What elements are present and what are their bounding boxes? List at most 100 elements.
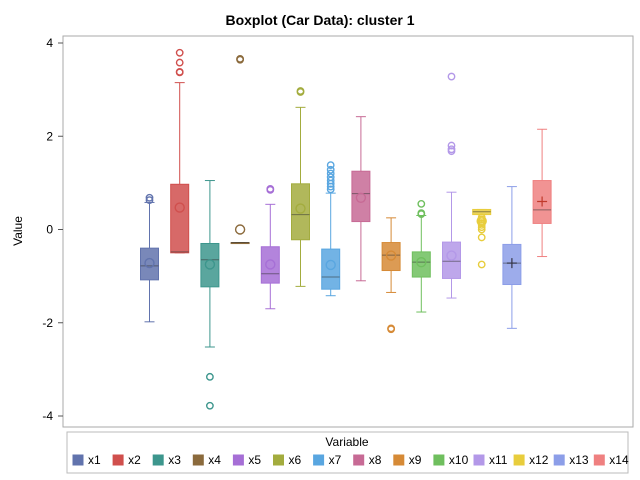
outlier-point (447, 72, 456, 81)
outlier-point (326, 169, 335, 178)
legend-swatch-x5 (232, 454, 244, 466)
legend-swatch-x6 (273, 454, 284, 466)
outlier-point (205, 372, 214, 381)
legend-label-x6: x6 (289, 453, 302, 467)
box-iqr (411, 251, 431, 278)
box-x7 (321, 161, 341, 297)
mean-marker (325, 259, 336, 271)
box-x9 (381, 217, 401, 334)
mean-marker (295, 203, 306, 214)
outlier-point (477, 260, 486, 269)
box-x4 (230, 54, 250, 245)
mean-marker (446, 250, 457, 261)
outlier-point (447, 145, 456, 154)
outlier-point (296, 87, 305, 95)
box-iqr (381, 242, 401, 272)
outlier-point (145, 193, 154, 202)
legend-swatch-x14 (593, 454, 605, 466)
mean-marker (144, 257, 155, 269)
y-tick-label: -4 (42, 409, 53, 423)
box-x10 (411, 199, 431, 313)
mean-marker (174, 202, 185, 213)
legend-label-x11: x11 (489, 453, 508, 467)
legend-swatch-x2 (112, 454, 124, 466)
box-x5 (260, 185, 280, 310)
legend-label-x8: x8 (369, 453, 382, 467)
legend-label-x2: x2 (128, 453, 141, 467)
y-axis: -4 -2 0 2 4 (42, 36, 63, 423)
mean-marker (204, 259, 216, 270)
box-x6 (291, 87, 310, 287)
box-x12 (472, 208, 492, 269)
legend-swatch-x11 (473, 454, 485, 466)
mean-marker (265, 259, 276, 270)
legend-swatch-x8 (353, 454, 365, 466)
legend-swatch-x9 (393, 454, 405, 466)
box-iqr (260, 246, 280, 284)
boxes-group (140, 48, 552, 410)
mean-marker (506, 258, 517, 269)
legend-label-x4: x4 (208, 453, 221, 467)
y-tick-label: 4 (46, 36, 53, 50)
outlier-point (266, 185, 275, 193)
legend-label-x5: x5 (248, 453, 261, 467)
outlier-point (175, 58, 184, 67)
legend-title: Variable (325, 435, 368, 449)
outlier-point (417, 209, 426, 218)
legend: x1 x2 x3 x4 x5 x6 x7 x8 x9 x10 x11 x12 x13 x14 (72, 453, 629, 467)
mean-marker (355, 192, 367, 203)
box-x3 (200, 180, 220, 410)
mean-marker (234, 224, 246, 235)
legend-swatch-x4 (192, 454, 204, 466)
outlier-point (326, 161, 335, 170)
legend-label-x12: x12 (529, 453, 549, 467)
chart-title: Boxplot (Car Data): cluster 1 (225, 12, 414, 28)
box-x14 (532, 128, 552, 258)
outlier-point (326, 165, 335, 174)
box-x13 (502, 186, 522, 329)
legend-label-x7: x7 (329, 453, 342, 467)
box-x8 (351, 116, 371, 282)
outlier-point (175, 68, 184, 76)
mean-marker (416, 256, 427, 268)
outlier-point (145, 196, 154, 205)
legend-swatch-x7 (313, 454, 325, 466)
outlier-point (447, 141, 456, 150)
box-iqr (351, 170, 371, 223)
box-iqr (291, 183, 310, 241)
legend-label-x9: x9 (409, 453, 422, 467)
legend-swatch-x13 (553, 454, 565, 466)
y-axis-label: Value (11, 216, 25, 246)
y-tick-label: -2 (42, 316, 53, 330)
box-iqr (200, 242, 220, 288)
mean-marker (385, 250, 397, 261)
outlier-point (477, 233, 486, 242)
outlier-point (387, 325, 395, 334)
box-x1 (140, 193, 159, 323)
y-tick-label: 0 (46, 223, 53, 237)
legend-swatch-x12 (513, 454, 525, 466)
legend-frame (66, 431, 629, 474)
box-x11 (442, 72, 461, 299)
outlier-point (175, 48, 184, 57)
box-iqr (170, 183, 190, 254)
outlier-point (326, 173, 335, 182)
outlier-point (236, 54, 245, 63)
mean-marker (537, 196, 548, 207)
legend-label-x3: x3 (168, 453, 181, 467)
legend-label-x14: x14 (609, 453, 629, 467)
legend-label-x13: x13 (569, 453, 589, 467)
legend-swatch-x10 (433, 454, 445, 466)
outlier-point (417, 199, 426, 208)
legend-swatch-x3 (152, 454, 164, 466)
legend-label-x1: x1 (88, 453, 101, 467)
legend-label-x10: x10 (449, 453, 469, 467)
box-x2 (170, 48, 190, 254)
y-tick-label: 2 (46, 129, 53, 143)
outlier-point (205, 401, 214, 410)
box-iqr (140, 247, 159, 281)
outlier-point (477, 213, 486, 222)
plot-frame (62, 35, 634, 428)
legend-swatch-x1 (72, 454, 84, 466)
